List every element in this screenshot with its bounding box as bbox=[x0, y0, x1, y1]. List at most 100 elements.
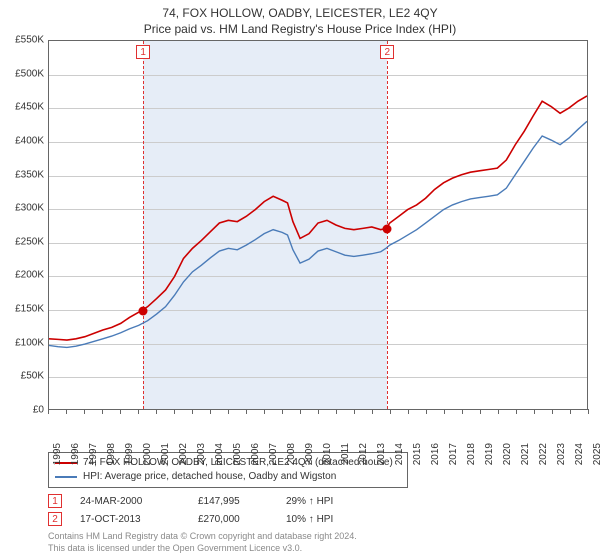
x-axis-tick-mark bbox=[192, 409, 193, 414]
chart-svg bbox=[49, 41, 587, 409]
x-axis-tick-label: 2022 bbox=[538, 443, 549, 465]
x-axis-tick-label: 2017 bbox=[448, 443, 459, 465]
x-axis-tick-mark bbox=[84, 409, 85, 414]
x-axis-tick-label: 2015 bbox=[412, 443, 423, 465]
sales-row-date: 24-MAR-2000 bbox=[80, 496, 180, 507]
x-axis-tick-mark bbox=[480, 409, 481, 414]
x-axis-tick-mark bbox=[120, 409, 121, 414]
y-axis-tick-label: £150K bbox=[4, 304, 44, 315]
footer-attribution: Contains HM Land Registry data © Crown c… bbox=[48, 530, 357, 554]
x-axis-tick-label: 1997 bbox=[88, 443, 99, 465]
sales-row-hpi-diff: 10% ↑ HPI bbox=[286, 514, 376, 525]
x-axis-tick-mark bbox=[336, 409, 337, 414]
x-axis-tick-label: 2009 bbox=[304, 443, 315, 465]
y-axis-tick-label: £50K bbox=[4, 371, 44, 382]
x-axis-tick-label: 2010 bbox=[322, 443, 333, 465]
x-axis-tick-mark bbox=[282, 409, 283, 414]
x-axis-tick-label: 1996 bbox=[70, 443, 81, 465]
y-axis-tick-label: £550K bbox=[4, 35, 44, 46]
x-axis-tick-label: 2013 bbox=[376, 443, 387, 465]
x-axis-tick-label: 2002 bbox=[178, 443, 189, 465]
y-axis-tick-label: £250K bbox=[4, 236, 44, 247]
legend-item: HPI: Average price, detached house, Oadb… bbox=[55, 470, 401, 484]
chart-plot-area: 12 bbox=[48, 40, 588, 410]
x-axis-tick-mark bbox=[102, 409, 103, 414]
x-axis-tick-mark bbox=[138, 409, 139, 414]
x-axis-tick-label: 2007 bbox=[268, 443, 279, 465]
x-axis-tick-label: 2003 bbox=[196, 443, 207, 465]
sales-row-index: 1 bbox=[48, 494, 62, 508]
footer-line-2: This data is licensed under the Open Gov… bbox=[48, 542, 357, 554]
x-axis-tick-label: 2024 bbox=[574, 443, 585, 465]
x-axis-tick-label: 2023 bbox=[556, 443, 567, 465]
y-axis-tick-label: £300K bbox=[4, 203, 44, 214]
x-axis-tick-mark bbox=[372, 409, 373, 414]
x-axis-tick-mark bbox=[354, 409, 355, 414]
series-line-property bbox=[49, 96, 587, 340]
footer-line-1: Contains HM Land Registry data © Crown c… bbox=[48, 530, 357, 542]
sales-row-hpi-diff: 29% ↑ HPI bbox=[286, 496, 376, 507]
x-axis-tick-mark bbox=[66, 409, 67, 414]
x-axis-tick-label: 2000 bbox=[142, 443, 153, 465]
x-axis-tick-label: 2004 bbox=[214, 443, 225, 465]
x-axis-tick-label: 2012 bbox=[358, 443, 369, 465]
legend: 74, FOX HOLLOW, OADBY, LEICESTER, LE2 4Q… bbox=[48, 452, 408, 488]
chart-title: 74, FOX HOLLOW, OADBY, LEICESTER, LE2 4Q… bbox=[0, 0, 600, 20]
x-axis-tick-label: 2005 bbox=[232, 443, 243, 465]
y-axis-tick-label: £200K bbox=[4, 270, 44, 281]
x-axis-tick-label: 2011 bbox=[340, 443, 351, 465]
x-axis-tick-label: 2016 bbox=[430, 443, 441, 465]
y-axis-tick-label: £400K bbox=[4, 135, 44, 146]
sales-table-row: 124-MAR-2000£147,99529% ↑ HPI bbox=[48, 492, 376, 510]
y-axis-tick-label: £350K bbox=[4, 169, 44, 180]
x-axis-tick-mark bbox=[408, 409, 409, 414]
y-axis-tick-label: £100K bbox=[4, 337, 44, 348]
x-axis-tick-mark bbox=[570, 409, 571, 414]
sale-dot bbox=[383, 225, 392, 234]
y-axis-tick-label: £500K bbox=[4, 68, 44, 79]
x-axis-tick-label: 2021 bbox=[520, 443, 531, 465]
chart-container: 74, FOX HOLLOW, OADBY, LEICESTER, LE2 4Q… bbox=[0, 0, 600, 560]
x-axis-tick-mark bbox=[426, 409, 427, 414]
x-axis-tick-mark bbox=[174, 409, 175, 414]
x-axis-tick-mark bbox=[552, 409, 553, 414]
x-axis-tick-mark bbox=[264, 409, 265, 414]
x-axis-tick-mark bbox=[390, 409, 391, 414]
x-axis-tick-label: 1995 bbox=[52, 443, 63, 465]
x-axis-tick-label: 2008 bbox=[286, 443, 297, 465]
sales-row-date: 17-OCT-2013 bbox=[80, 514, 180, 525]
x-axis-tick-label: 2018 bbox=[466, 443, 477, 465]
x-axis-tick-mark bbox=[300, 409, 301, 414]
x-axis-tick-mark bbox=[246, 409, 247, 414]
x-axis-tick-mark bbox=[444, 409, 445, 414]
x-axis-tick-mark bbox=[516, 409, 517, 414]
x-axis-tick-mark bbox=[498, 409, 499, 414]
sales-table-row: 2 17-OCT-2013 £270,000 10% ↑ HPI bbox=[48, 510, 376, 528]
x-axis-tick-mark bbox=[588, 409, 589, 414]
x-axis-tick-mark bbox=[534, 409, 535, 414]
x-axis-tick-mark bbox=[228, 409, 229, 414]
series-line-hpi bbox=[49, 121, 587, 347]
sale-marker-label: 1 bbox=[136, 45, 150, 59]
x-axis-tick-label: 2014 bbox=[394, 443, 405, 465]
x-axis-tick-mark bbox=[210, 409, 211, 414]
x-axis-tick-mark bbox=[318, 409, 319, 414]
y-axis-tick-label: £450K bbox=[4, 102, 44, 113]
x-axis-tick-label: 1999 bbox=[124, 443, 135, 465]
sales-table: 124-MAR-2000£147,99529% ↑ HPI217-OCT-201… bbox=[48, 492, 376, 528]
sales-row-price: £270,000 bbox=[198, 514, 268, 525]
x-axis-tick-label: 2019 bbox=[484, 443, 495, 465]
x-axis-tick-label: 2025 bbox=[592, 443, 600, 465]
x-axis-tick-label: 2001 bbox=[160, 443, 171, 465]
x-axis-tick-mark bbox=[156, 409, 157, 414]
chart-subtitle: Price paid vs. HM Land Registry's House … bbox=[0, 20, 600, 40]
x-axis-tick-mark bbox=[48, 409, 49, 414]
x-axis-tick-label: 1998 bbox=[106, 443, 117, 465]
legend-label: HPI: Average price, detached house, Oadb… bbox=[83, 470, 336, 484]
y-axis-tick-label: £0 bbox=[4, 405, 44, 416]
x-axis-tick-label: 2020 bbox=[502, 443, 513, 465]
sales-row-index: 2 bbox=[48, 512, 62, 526]
x-axis-tick-label: 2006 bbox=[250, 443, 261, 465]
sale-marker-label: 2 bbox=[380, 45, 394, 59]
x-axis-tick-mark bbox=[462, 409, 463, 414]
